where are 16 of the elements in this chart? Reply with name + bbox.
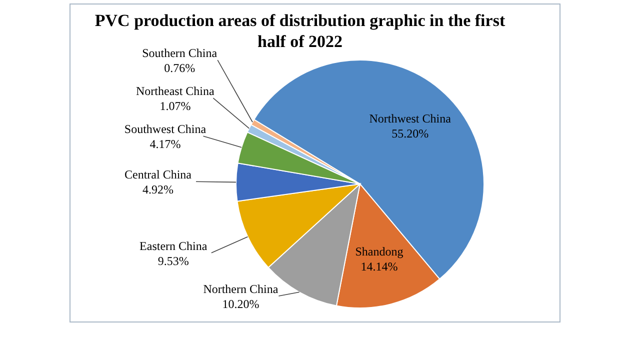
slice-label: Northwest China (369, 112, 452, 126)
data-label: 14.14% (360, 259, 398, 274)
slice-label: Northern China (203, 282, 279, 296)
data-label: 4.92% (142, 182, 174, 197)
slice-label: Southern China (142, 46, 218, 60)
slice-label: Eastern China (140, 238, 208, 253)
slice-label: Southwest China (124, 122, 207, 136)
data-label: 1.07% (160, 99, 191, 114)
data-label: 4.17% (150, 137, 181, 152)
data-label: 9.53% (158, 254, 189, 268)
data-label: 0.76% (164, 61, 196, 76)
slice-label: Northeast China (136, 84, 216, 98)
slice-label: Central China (124, 168, 192, 182)
data-label: 55.20% (392, 126, 429, 141)
slice-label: Shandong (355, 244, 404, 258)
data-label: 10.20% (222, 297, 260, 311)
